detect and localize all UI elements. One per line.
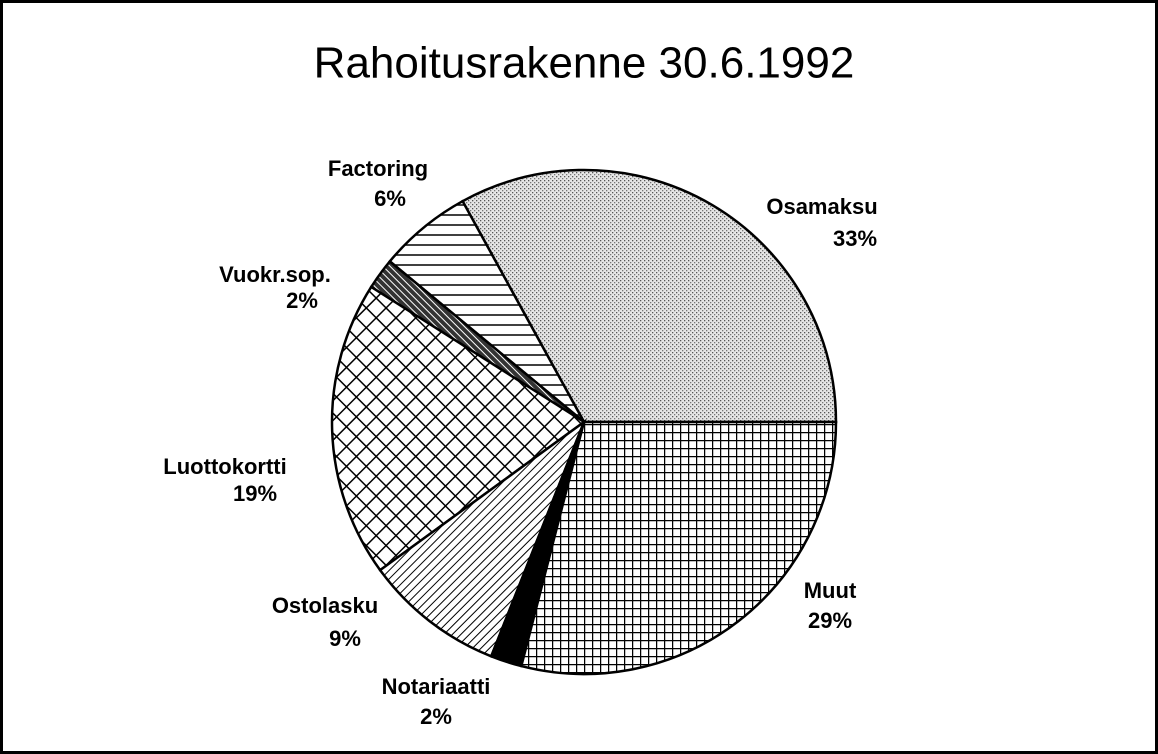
slice-label: Osamaksu <box>766 194 877 219</box>
value-label: 19% <box>233 481 277 506</box>
slice-label: Luottokortti <box>163 454 286 479</box>
value-label: 9% <box>329 626 361 651</box>
chart-title: Rahoitusrakenne 30.6.1992 <box>314 39 855 88</box>
slice-label: Ostolasku <box>272 593 378 618</box>
slice-label: Factoring <box>328 156 428 181</box>
slice-label: Muut <box>804 578 857 603</box>
pie-slice <box>460 168 838 424</box>
value-label: 6% <box>374 186 406 211</box>
value-label: 33% <box>833 226 877 251</box>
slice-label: Vuokr.sop. <box>219 262 331 287</box>
pie-slice <box>330 285 587 572</box>
slice-label: Notariaatti <box>382 674 491 699</box>
pie-slice <box>378 418 587 658</box>
pie-slice <box>519 420 838 676</box>
value-label: 2% <box>286 288 318 313</box>
value-label: 2% <box>420 704 452 729</box>
value-label: 29% <box>808 608 852 633</box>
